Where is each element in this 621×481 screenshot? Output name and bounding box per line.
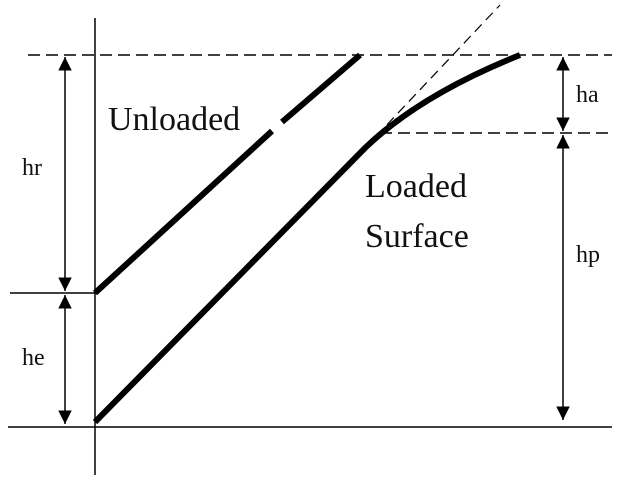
- he-label: he: [22, 345, 45, 371]
- loaded-surface: [92, 52, 522, 425]
- ha-label: ha: [576, 82, 599, 108]
- hr-label: hr: [22, 155, 42, 181]
- surface-label: Surface: [365, 218, 469, 255]
- hp-label: hp: [576, 242, 600, 268]
- extension-dashed-line: [364, 4, 501, 149]
- unloaded-surface: [92, 52, 362, 296]
- unloaded-label: Unloaded: [108, 101, 240, 138]
- loaded-label: Loaded: [365, 168, 467, 205]
